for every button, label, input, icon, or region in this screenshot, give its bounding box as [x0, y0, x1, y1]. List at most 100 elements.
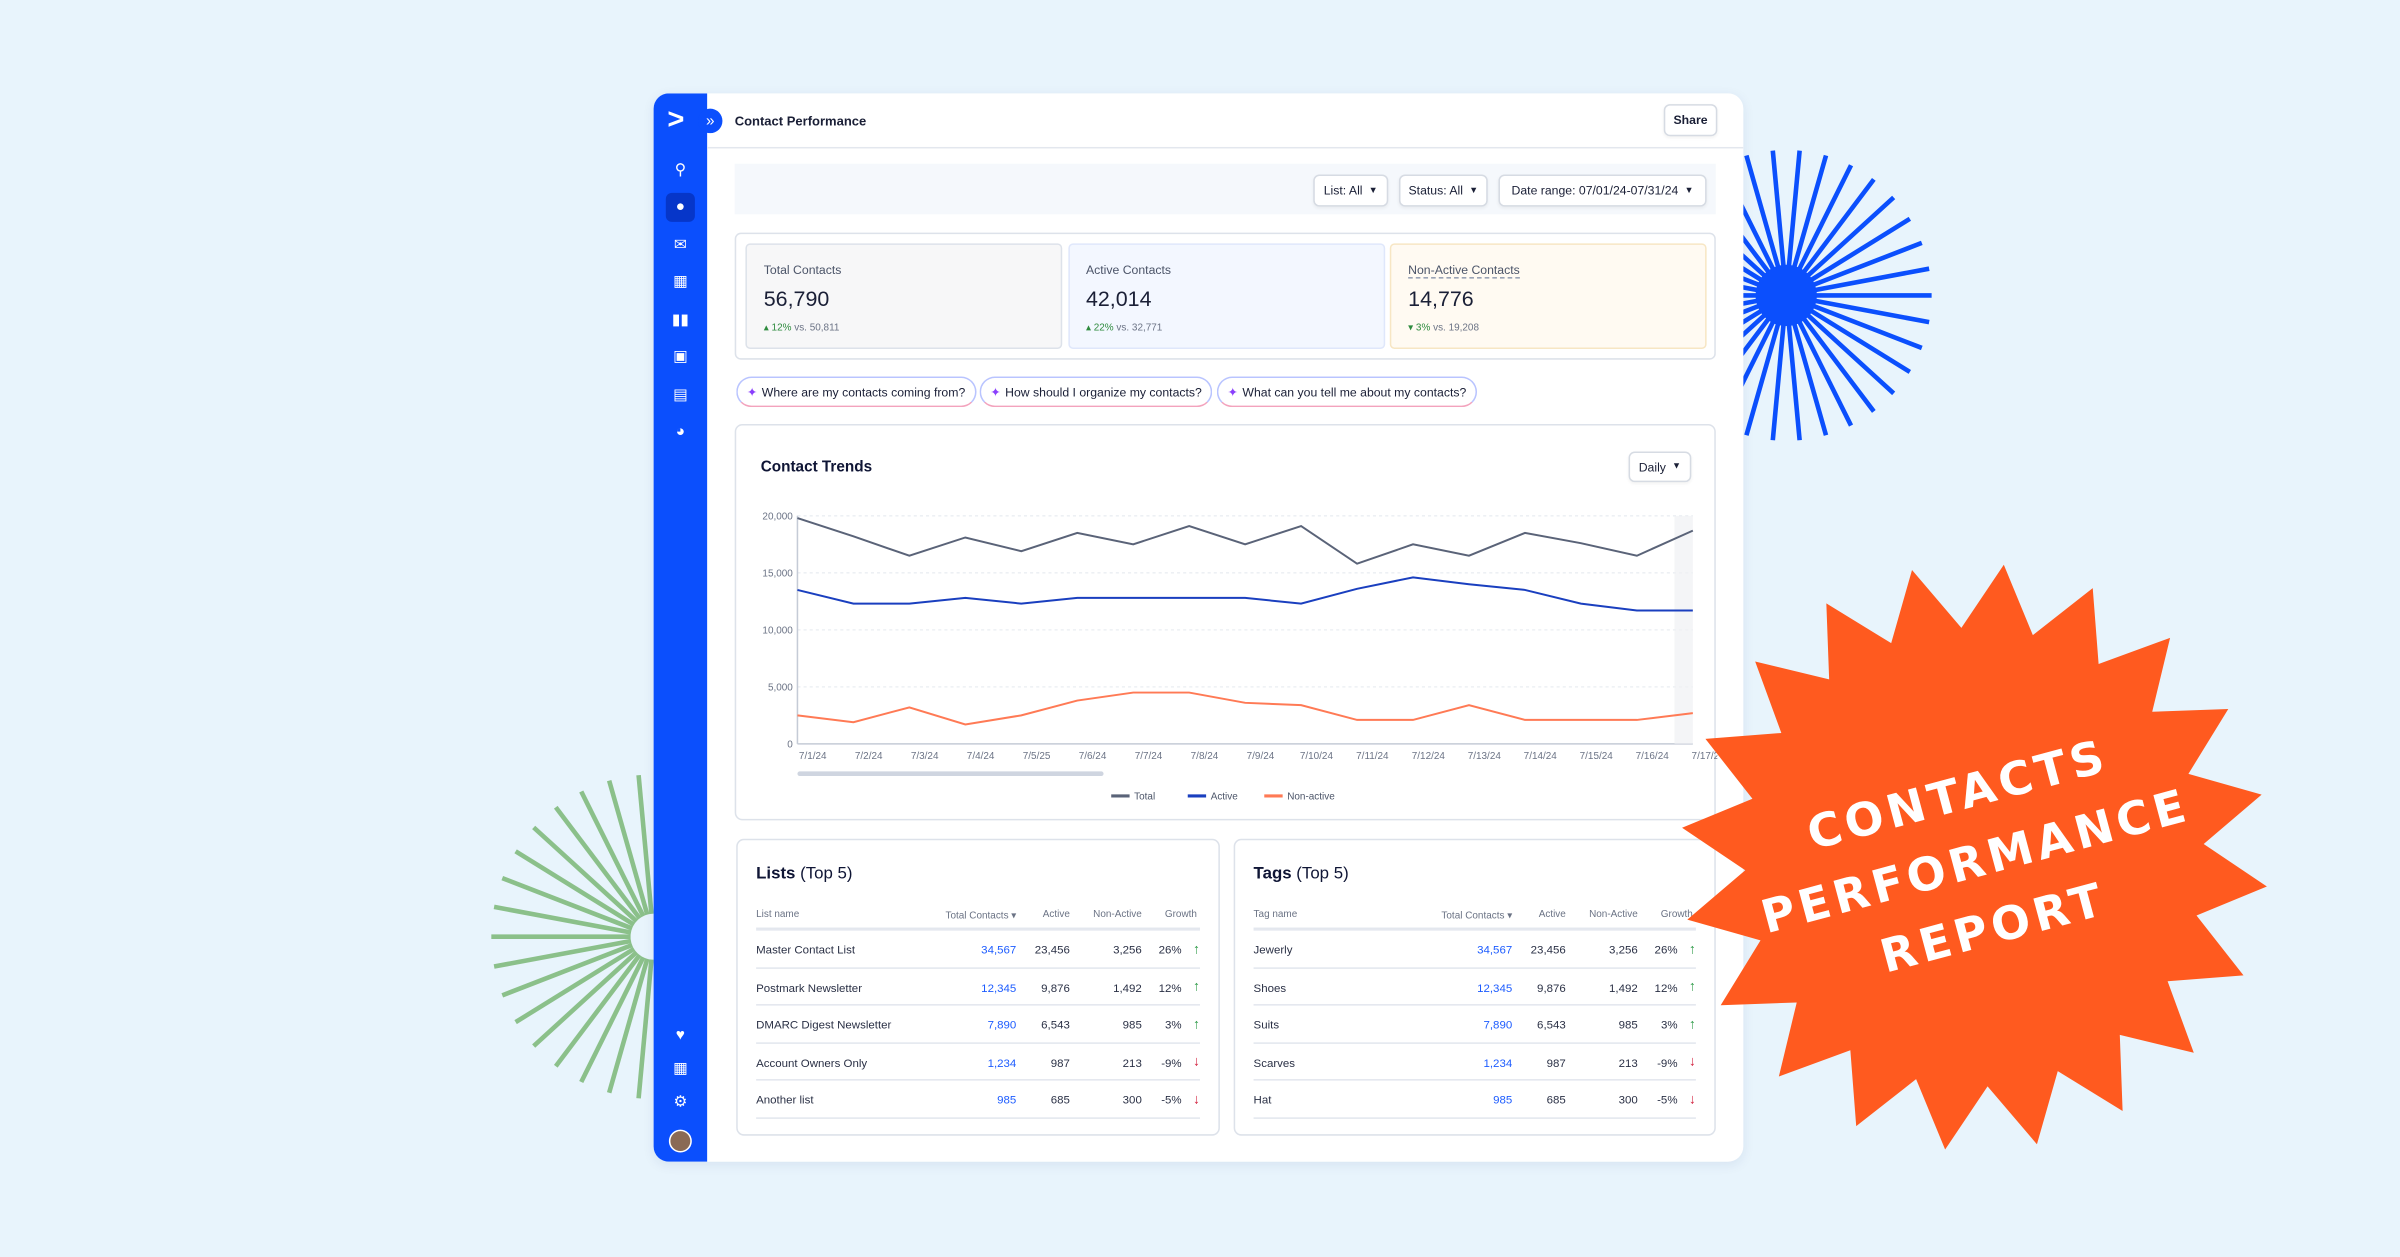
arrow-up-icon: ↑	[1193, 1016, 1200, 1031]
column-header[interactable]: Non-Active	[1093, 909, 1142, 920]
column-header[interactable]: Active	[1043, 909, 1070, 920]
search-icon[interactable]: ⚲	[666, 156, 695, 185]
sparkle-icon: ✦	[1228, 385, 1238, 399]
gear-icon[interactable]: ⚙	[666, 1088, 695, 1117]
column-header[interactable]: Non-Active	[1589, 909, 1638, 920]
column-header[interactable]: Growth	[1165, 909, 1197, 920]
heart-icon[interactable]: ♥	[666, 1021, 695, 1050]
non-active-count: 985	[1619, 1018, 1638, 1032]
arrow-up-icon: ▴	[764, 323, 772, 334]
legend-label[interactable]: Active	[1211, 792, 1239, 803]
email-icon[interactable]: ✉	[666, 231, 695, 260]
series-line-total	[797, 518, 1692, 564]
chart-scrollbar[interactable]	[797, 771, 1103, 776]
total-contacts-link[interactable]: 12,345	[1477, 980, 1512, 994]
kpi-label: Total Contacts	[764, 263, 842, 277]
x-tick-label: 7/8/24	[1191, 751, 1219, 762]
site-pages-icon[interactable]: ▤	[666, 381, 695, 410]
total-contacts-link[interactable]: 7,890	[1483, 1018, 1512, 1032]
date-range-label: Date range: 07/01/24-07/31/24	[1512, 184, 1679, 198]
x-tick-label: 7/14/24	[1524, 751, 1558, 762]
legend-label[interactable]: Total	[1134, 792, 1155, 803]
column-header[interactable]: Total Contacts ▾	[946, 909, 1017, 921]
kpi-value: 56,790	[764, 286, 830, 310]
table-bottom-divider	[756, 1117, 1200, 1119]
conversations-icon[interactable]: ▣	[666, 343, 695, 372]
avatar[interactable]	[669, 1130, 692, 1153]
active-count: 23,456	[1035, 943, 1070, 957]
active-count: 987	[1547, 1055, 1566, 1069]
apps-icon[interactable]: ▦	[666, 1055, 695, 1084]
total-contacts-link[interactable]: 7,890	[988, 1018, 1017, 1032]
x-tick-label: 7/11/24	[1356, 751, 1389, 762]
contacts-icon[interactable]: ●	[666, 193, 695, 222]
x-tick-label: 7/16/24	[1636, 751, 1670, 762]
date-range-dropdown[interactable]: Date range: 07/01/24-07/31/24▼	[1498, 174, 1706, 206]
kpi-delta: ▾ 3% vs. 19,208	[1408, 321, 1479, 333]
arrow-up-icon: ▴	[1086, 323, 1094, 334]
lists-title: Lists (Top 5)	[756, 865, 852, 883]
automation-icon[interactable]: ▦	[666, 268, 695, 297]
total-contacts-link[interactable]: 34,567	[1477, 943, 1512, 957]
row-name: Postmark Newsletter	[756, 980, 862, 994]
total-contacts-link[interactable]: 985	[1493, 1093, 1512, 1107]
non-active-count: 213	[1619, 1055, 1638, 1069]
sidebar: > ⚲ ● ✉ ▦ ▮▮ ▣ ▤ ◕ ♥ ▦ ⚙	[654, 93, 708, 1161]
total-contacts-link[interactable]: 1,234	[988, 1055, 1017, 1069]
sparkle-icon: ✦	[990, 385, 1000, 399]
growth-value: 12%	[1159, 980, 1182, 994]
kpi-compare: vs. 50,811	[794, 323, 839, 334]
kpi-value: 14,776	[1408, 286, 1474, 310]
column-header[interactable]: List name	[756, 909, 799, 920]
total-contacts-link[interactable]: 985	[997, 1093, 1016, 1107]
status-filter-dropdown[interactable]: Status: All▼	[1399, 174, 1488, 206]
row-name: Another list	[756, 1093, 813, 1107]
growth-value: -5%	[1161, 1093, 1181, 1107]
column-header[interactable]: Active	[1539, 909, 1566, 920]
expand-sidebar-button[interactable]: »	[698, 109, 722, 133]
column-header[interactable]: Tag name	[1254, 909, 1298, 920]
non-active-count: 300	[1619, 1093, 1638, 1107]
row-name: Shoes	[1254, 980, 1287, 994]
reports-icon[interactable]: ◕	[666, 418, 695, 447]
x-tick-label: 7/15/24	[1580, 751, 1614, 762]
row-name: Jewerly	[1254, 943, 1293, 957]
ai-suggestion-chip[interactable]: ✦What can you tell me about my contacts?	[1217, 377, 1477, 408]
legend-label[interactable]: Non-active	[1287, 792, 1335, 803]
total-contacts-link[interactable]: 34,567	[981, 943, 1016, 957]
ai-suggestion-chip[interactable]: ✦How should I organize my contacts?	[980, 377, 1213, 408]
share-button[interactable]: Share	[1664, 104, 1718, 136]
kpi-delta: ▴ 22% vs. 32,771	[1086, 321, 1162, 333]
kpi-delta-percent: 22%	[1094, 323, 1114, 334]
logo-icon: >	[667, 104, 684, 138]
total-contacts-link[interactable]: 1,234	[1483, 1055, 1512, 1069]
table-bottom-divider	[1254, 1117, 1696, 1119]
x-tick-label: 7/1/24	[799, 751, 827, 762]
table-subtitle: (Top 5)	[800, 865, 852, 883]
column-header[interactable]: Total Contacts ▾	[1441, 909, 1512, 921]
non-active-count: 3,256	[1113, 943, 1142, 957]
ai-suggestion-chip[interactable]: ✦Where are my contacts coming from?	[736, 377, 976, 408]
list-filter-label: List: All	[1324, 184, 1363, 198]
deals-pipeline-icon[interactable]: ▮▮	[666, 306, 695, 335]
total-contacts-link[interactable]: 12,345	[981, 980, 1016, 994]
row-name: Scarves	[1254, 1055, 1295, 1069]
list-filter-dropdown[interactable]: List: All▼	[1313, 174, 1388, 206]
